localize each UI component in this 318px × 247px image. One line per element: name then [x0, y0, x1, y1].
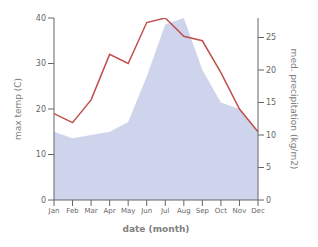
- svg-text:Feb: Feb: [66, 207, 79, 215]
- svg-text:20: 20: [266, 66, 276, 75]
- svg-text:May: May: [121, 207, 135, 215]
- svg-text:5: 5: [266, 163, 271, 172]
- svg-text:Jul: Jul: [160, 207, 170, 215]
- svg-text:30: 30: [36, 59, 46, 68]
- svg-text:Mar: Mar: [84, 207, 97, 215]
- svg-text:40: 40: [36, 14, 46, 23]
- svg-text:date (month): date (month): [123, 224, 190, 234]
- svg-text:10: 10: [266, 131, 276, 140]
- svg-text:Jun: Jun: [140, 207, 152, 215]
- svg-text:Sep: Sep: [196, 207, 210, 215]
- svg-text:Dec: Dec: [251, 207, 265, 215]
- svg-text:15: 15: [266, 98, 276, 107]
- svg-text:Jan: Jan: [48, 207, 60, 215]
- svg-text:max temp (C): max temp (C): [13, 78, 23, 140]
- svg-text:0: 0: [266, 196, 271, 205]
- svg-text:Apr: Apr: [104, 207, 116, 215]
- svg-text:Oct: Oct: [215, 207, 227, 215]
- svg-text:Nov: Nov: [233, 207, 247, 215]
- svg-text:25: 25: [266, 33, 276, 42]
- svg-text:Aug: Aug: [177, 207, 191, 215]
- svg-text:med. precipitation (kg/m2): med. precipitation (kg/m2): [289, 49, 299, 170]
- svg-text:10: 10: [36, 150, 46, 159]
- svg-text:20: 20: [36, 105, 46, 114]
- svg-text:0: 0: [41, 196, 46, 205]
